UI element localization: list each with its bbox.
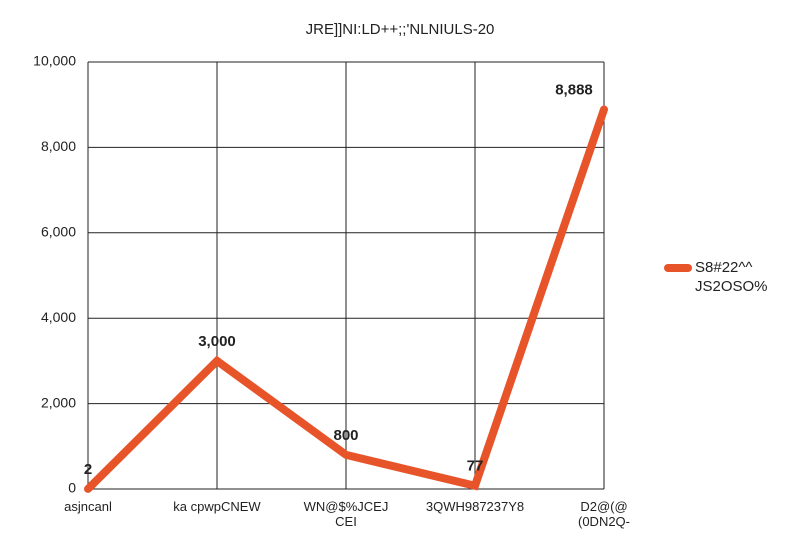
data-label: 8,888 [555,81,593,98]
y-tick-label: 2,000 [41,394,76,410]
chart-title: JRE]]NI:LD++;;'NLNIULS-20 [306,21,495,38]
y-tick-label: 10,000 [33,53,76,69]
data-label: 2 [84,461,92,478]
legend-label: S8#22^^ JS2OSO% [695,259,768,295]
x-tick-label: ka cpwpCNEW [173,499,261,514]
data-label: 800 [333,427,358,444]
x-tick-label: WN@$%JCEJ CEI [303,499,389,529]
y-tick-label: 4,000 [41,309,76,325]
x-tick-label: asjncanl [64,499,112,514]
y-tick-label: 8,000 [41,138,76,154]
x-tick-label: D2@(@ (0DN2Q- [577,499,631,529]
y-tick-label: 6,000 [41,224,76,240]
data-label: 77 [467,458,484,475]
y-tick-label: 0 [68,480,76,496]
data-label: 3,000 [198,333,236,350]
x-tick-label: 3QWH987237Y8 [425,499,525,514]
series-line [84,105,608,493]
